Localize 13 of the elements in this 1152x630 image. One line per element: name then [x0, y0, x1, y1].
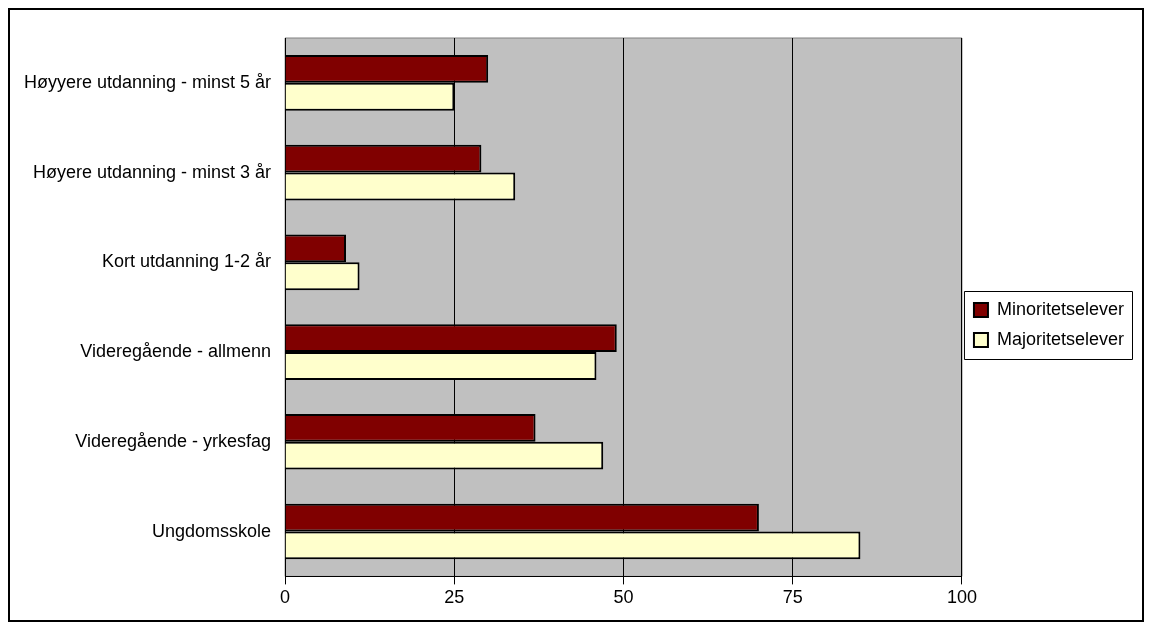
x-tick-label: 0 — [280, 587, 291, 608]
x-tick-label: 25 — [444, 587, 465, 608]
x-tick-label: 100 — [946, 587, 977, 608]
x-tick-label: 50 — [613, 587, 634, 608]
y-tick-label: Ungdomsskole — [152, 520, 272, 541]
x-tick-label: 75 — [782, 587, 803, 608]
y-tick-label: Høyere utdanning - minst 3 år — [33, 161, 272, 182]
y-tick-label: Videregående - allmenn — [80, 341, 272, 362]
legend-label: Minoritetselever — [996, 298, 1125, 319]
legend-label: Majoritetselever — [996, 328, 1125, 349]
y-tick-label: Videregående - yrkesfag — [75, 430, 272, 451]
y-tick-label: Kort utdanning 1-2 år — [101, 251, 272, 272]
y-tick-label: Høyyere utdanning - minst 5 år — [24, 71, 272, 92]
